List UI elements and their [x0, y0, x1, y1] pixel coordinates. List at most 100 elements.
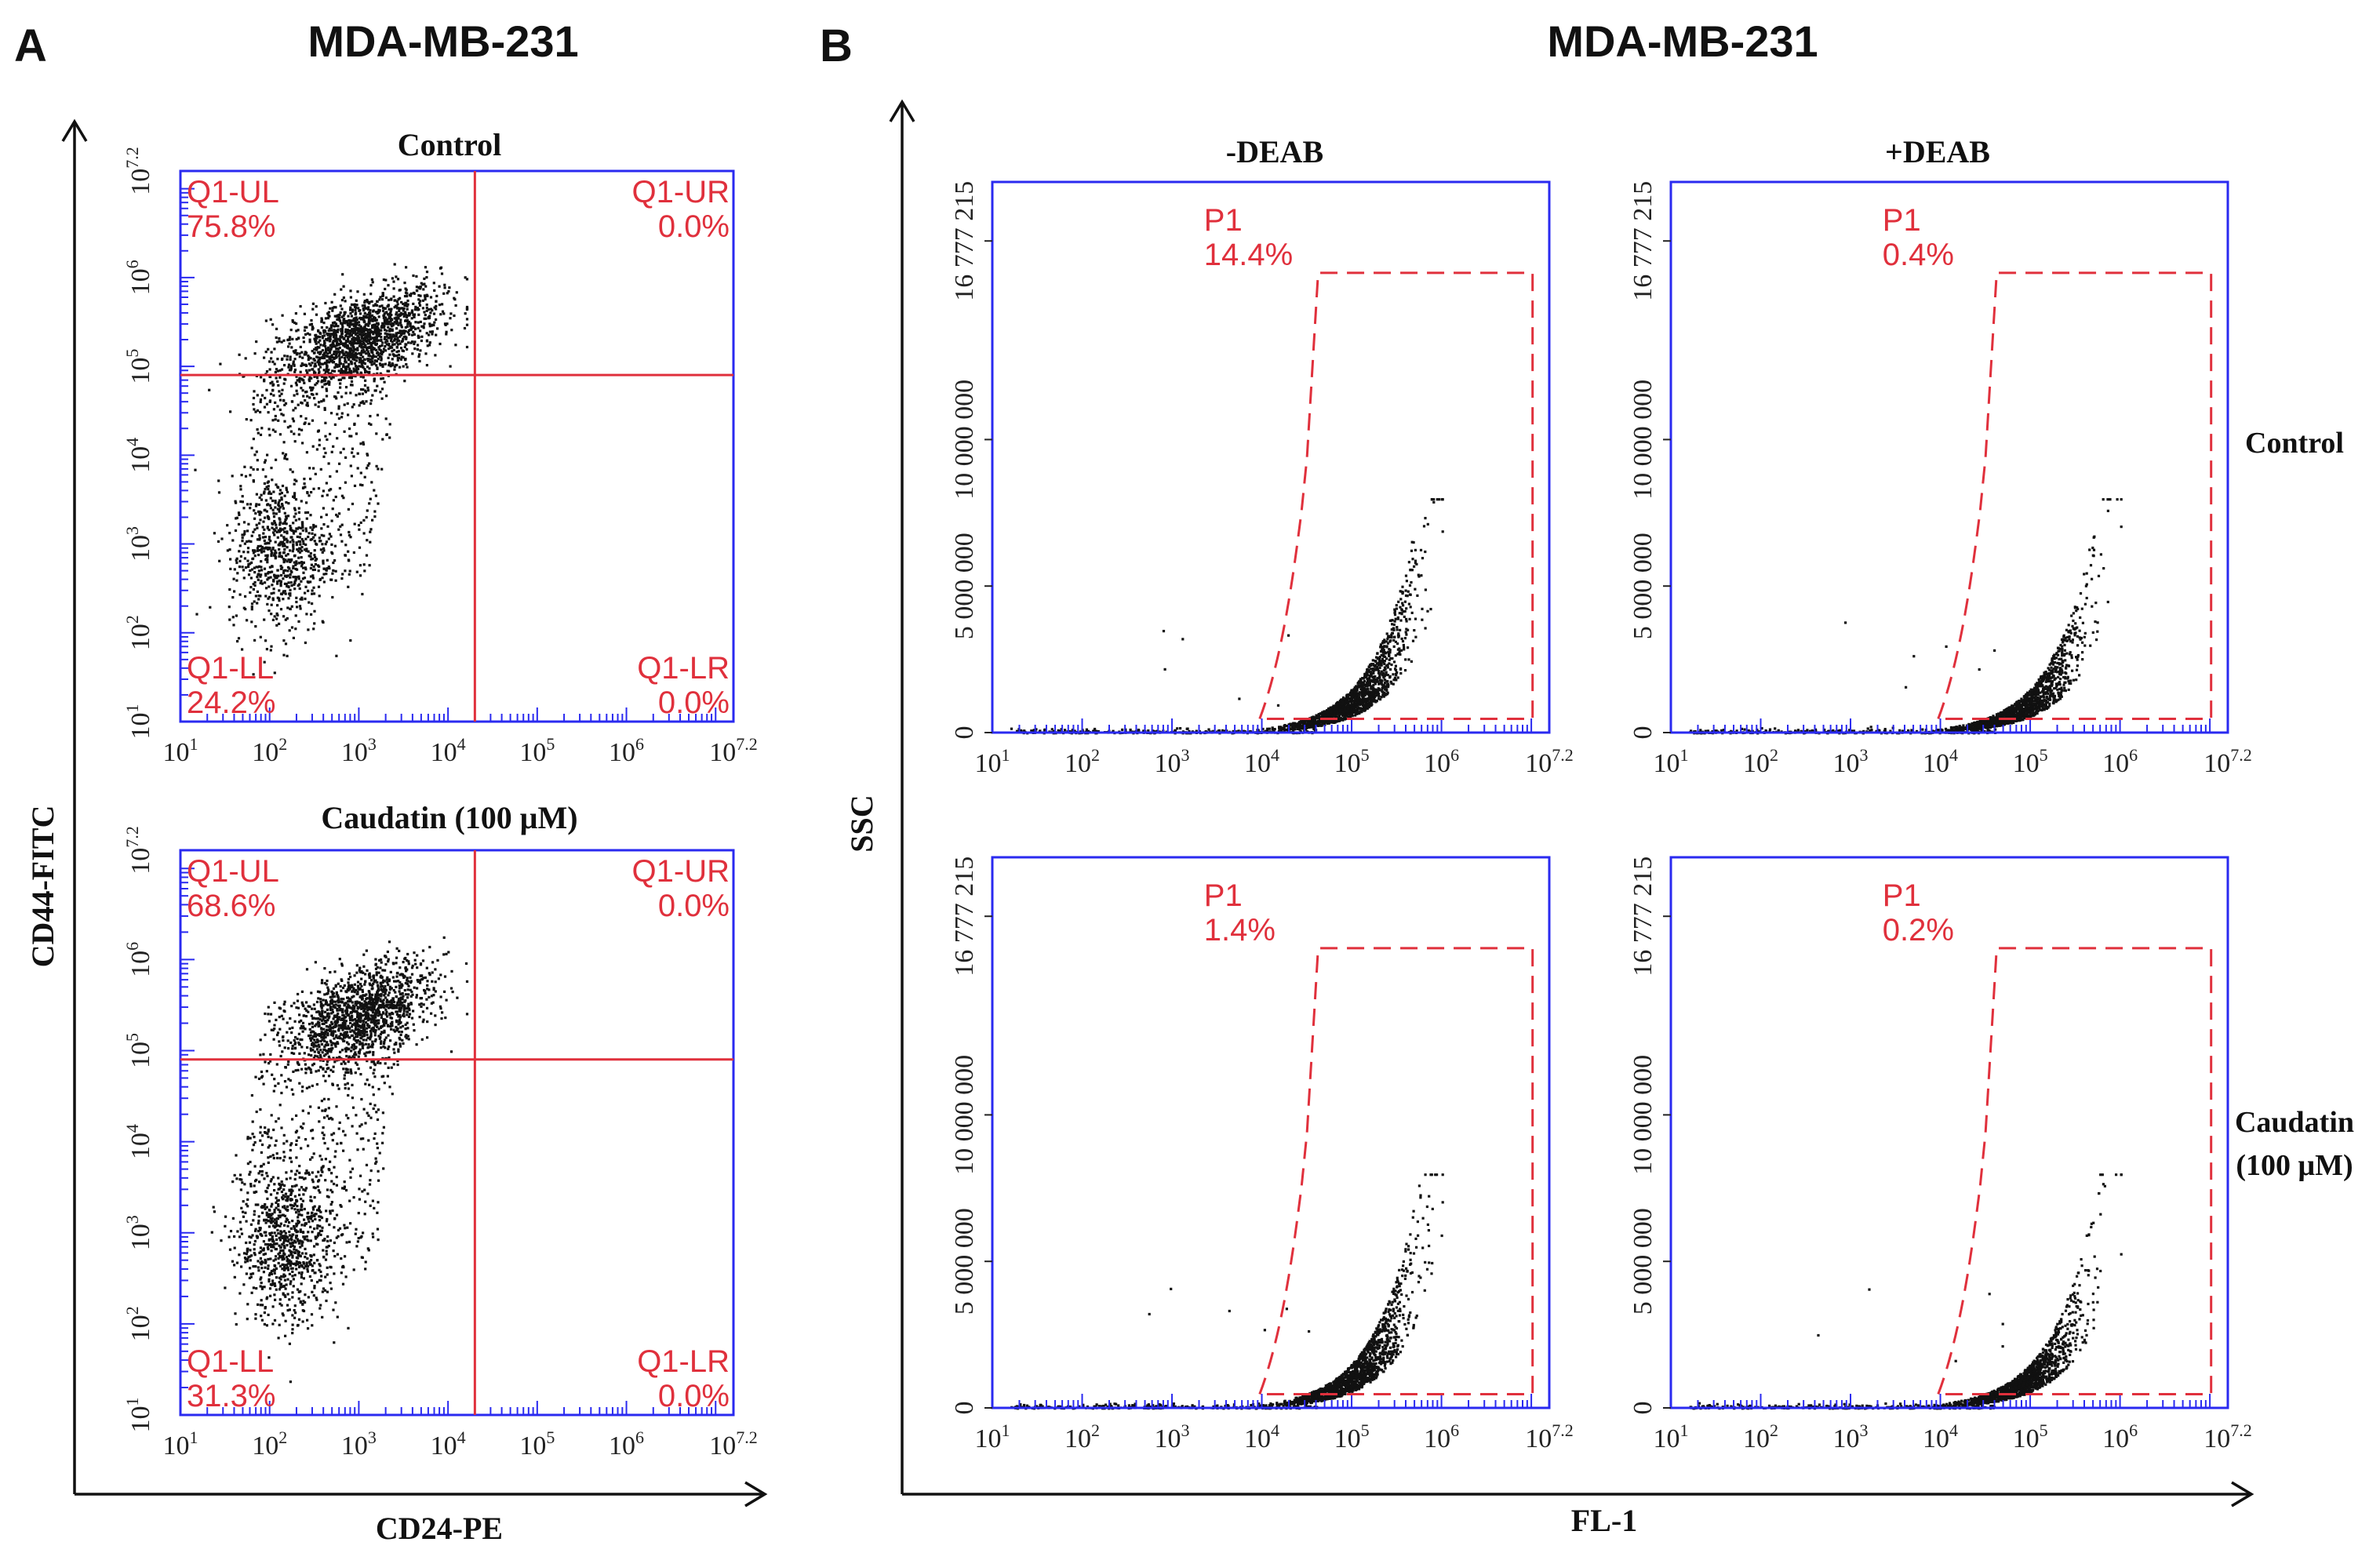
event-dot — [319, 467, 322, 471]
event-dot — [275, 483, 278, 486]
event-dot — [308, 380, 311, 383]
event-dot — [315, 1000, 319, 1004]
event-dot — [258, 534, 261, 537]
event-dot — [290, 1198, 293, 1202]
event-dot — [318, 1033, 321, 1036]
event-dot — [264, 396, 267, 400]
event-dot — [273, 1271, 276, 1275]
event-dot — [366, 358, 369, 361]
event-dot — [322, 562, 325, 565]
event-dot — [378, 362, 382, 366]
event-dot — [293, 1227, 297, 1230]
event-dot — [289, 607, 292, 611]
event-dot — [275, 1224, 278, 1227]
event-dot — [387, 958, 390, 961]
event-dot — [357, 524, 361, 527]
event-dot — [282, 1293, 285, 1296]
event-dot — [326, 369, 329, 372]
event-dot — [286, 546, 289, 549]
event-dot — [336, 437, 339, 440]
event-dot — [391, 1013, 395, 1016]
event-dot — [355, 1035, 358, 1038]
event-dot — [347, 1060, 350, 1064]
event-dot — [271, 478, 274, 482]
event-dot — [388, 1000, 391, 1004]
event-dot — [309, 514, 312, 517]
event-dot — [313, 540, 316, 543]
event-dot — [325, 482, 328, 485]
event-dot — [280, 491, 283, 495]
event-dot — [295, 600, 298, 604]
event-dot — [237, 511, 241, 515]
event-dot — [267, 597, 270, 600]
event-dot — [298, 1193, 301, 1197]
event-dot — [285, 554, 288, 557]
event-dot — [312, 1294, 315, 1297]
event-dot — [344, 1049, 348, 1053]
event-dot — [349, 391, 352, 395]
event-dot — [376, 384, 379, 387]
event-dot — [334, 1000, 337, 1003]
event-dot — [382, 278, 385, 282]
event-dot — [267, 576, 271, 580]
panel-a-y-axis-title: CD44-FITC — [25, 806, 60, 968]
event-dot — [267, 1280, 271, 1283]
event-dot — [317, 1050, 320, 1053]
event-dot — [360, 329, 363, 333]
event-dot — [311, 532, 314, 535]
event-dot — [329, 349, 332, 352]
event-dot — [344, 1002, 348, 1005]
event-dot — [352, 347, 355, 350]
event-dot — [300, 428, 304, 431]
event-dot — [368, 300, 371, 304]
event-dot — [276, 1228, 279, 1231]
event-dot — [252, 402, 255, 406]
event-dot — [356, 980, 360, 984]
event-dot — [282, 522, 285, 526]
event-dot — [281, 566, 284, 569]
event-dot — [233, 1275, 236, 1278]
event-dot — [260, 376, 263, 379]
event-dot — [375, 360, 378, 363]
event-dot — [260, 1165, 263, 1168]
event-dot — [311, 1042, 315, 1046]
event-dot — [399, 1026, 402, 1029]
event-dot — [393, 980, 396, 983]
event-dot — [360, 984, 363, 987]
event-dot — [286, 584, 289, 588]
event-dot — [332, 344, 335, 347]
event-dot — [307, 535, 310, 539]
event-dot — [432, 994, 435, 997]
event-dot — [315, 1010, 318, 1013]
event-dot — [295, 596, 298, 599]
event-dot — [259, 1246, 262, 1249]
event-dot — [350, 435, 353, 438]
event-dot — [287, 366, 290, 369]
event-dot — [365, 1027, 369, 1030]
event-dot — [420, 1002, 423, 1006]
event-dot — [263, 528, 266, 531]
event-dot — [355, 1245, 358, 1248]
event-dot — [321, 1290, 324, 1293]
event-dot — [439, 267, 442, 270]
event-dot — [426, 1036, 429, 1039]
event-dot — [406, 959, 409, 962]
event-dot — [324, 370, 327, 373]
event-dot — [358, 574, 362, 577]
event-dot — [353, 369, 356, 372]
event-dot — [312, 370, 316, 373]
event-dot — [238, 566, 242, 569]
event-dot — [375, 971, 378, 974]
event-dot — [253, 408, 256, 411]
event-dot — [407, 1003, 410, 1006]
event-dot — [304, 527, 308, 530]
event-dot — [267, 347, 270, 351]
event-dot — [271, 1322, 275, 1326]
event-dot — [306, 1257, 309, 1260]
event-dot — [287, 338, 290, 341]
event-dot — [281, 1257, 285, 1260]
event-dot — [300, 500, 303, 503]
event-dot — [275, 530, 278, 533]
event-dot — [425, 340, 428, 343]
event-dot — [305, 1172, 309, 1175]
